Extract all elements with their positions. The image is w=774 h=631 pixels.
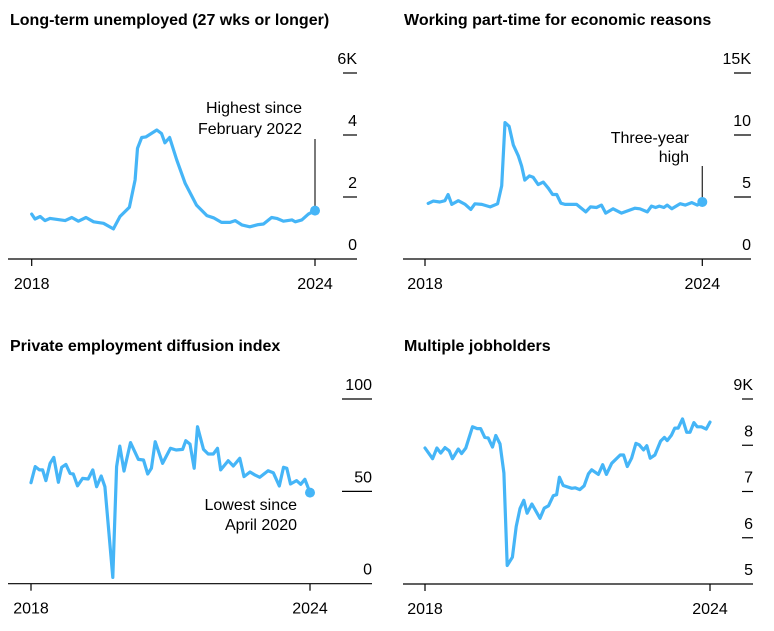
endpoint-marker <box>697 196 708 207</box>
y-tick-label: 8 <box>744 423 753 440</box>
annotation-label: high <box>659 149 689 166</box>
y-tick-label: 5 <box>744 562 753 579</box>
x-tick-label: 2018 <box>13 601 49 618</box>
x-tick-label: 2018 <box>407 601 443 618</box>
y-tick-label: 0 <box>742 237 751 254</box>
annotation-label: Three-year <box>611 130 690 147</box>
x-tick-label: 2024 <box>685 276 721 293</box>
series-line <box>423 417 712 568</box>
y-tick-label: 2 <box>348 175 357 192</box>
y-tick-label: 0 <box>363 562 372 579</box>
y-tick-label: 0 <box>348 237 357 254</box>
annotation-label: April 2020 <box>225 517 297 534</box>
y-tick-label: 10 <box>733 113 751 130</box>
endpoint-marker <box>310 205 320 216</box>
y-tick-label: 7 <box>744 470 753 487</box>
x-tick-label: 2024 <box>297 276 333 293</box>
chart-title-diffusion-index: Private employment diffusion index <box>10 338 281 355</box>
y-tick-label: 6K <box>337 51 357 68</box>
x-tick-label: 2024 <box>292 601 328 618</box>
y-tick-label: 6 <box>744 516 753 533</box>
annotation-label: February 2022 <box>198 121 302 138</box>
y-tick-label: 4 <box>348 113 357 130</box>
x-tick-label: 2018 <box>407 276 443 293</box>
y-tick-label: 15K <box>723 51 752 68</box>
annotation-label: Highest since <box>206 100 302 117</box>
x-tick-label: 2018 <box>14 276 50 293</box>
series-line <box>29 425 312 579</box>
y-tick-label: 5 <box>742 175 751 192</box>
chart-title-multiple-jobholders: Multiple jobholders <box>404 338 551 355</box>
y-tick-label: 9K <box>733 377 753 394</box>
chart-title-part-time-economic: Working part-time for economic reasons <box>404 12 712 29</box>
chart-title-long-term-unemployed: Long-term unemployed (27 wks or longer) <box>10 12 330 29</box>
x-tick-label: 2024 <box>692 601 728 618</box>
endpoint-marker <box>305 487 315 498</box>
series-line <box>426 121 704 215</box>
y-tick-label: 50 <box>354 469 372 486</box>
annotation-label: Lowest since <box>205 497 298 514</box>
series-line <box>30 128 317 231</box>
y-tick-label: 100 <box>345 377 372 394</box>
